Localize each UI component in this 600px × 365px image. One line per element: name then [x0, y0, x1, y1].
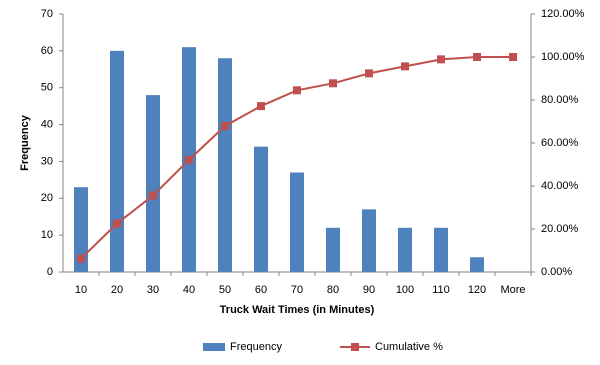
- line-marker: [257, 102, 265, 111]
- y-tick-label: 60: [41, 45, 53, 57]
- x-tick-label: More: [500, 284, 525, 296]
- y-tick-label: 70: [41, 8, 53, 20]
- bar: [470, 257, 484, 272]
- legend-swatch: [203, 343, 225, 351]
- line-marker: [77, 254, 85, 263]
- x-tick-label: 50: [219, 284, 231, 296]
- bar: [146, 95, 160, 272]
- x-tick-label: 30: [147, 284, 159, 296]
- bar: [74, 187, 88, 272]
- x-tick-label: 40: [183, 284, 195, 296]
- line-marker: [401, 62, 409, 71]
- bar: [398, 227, 412, 272]
- bar: [326, 227, 340, 272]
- x-tick-label: 70: [291, 284, 303, 296]
- line-marker: [329, 79, 337, 88]
- bar: [218, 58, 232, 272]
- y2-tick-label: 0.00%: [541, 266, 572, 278]
- x-tick-label: 10: [75, 284, 87, 296]
- line-marker: [221, 121, 229, 130]
- x-tick-label: 60: [255, 284, 267, 296]
- bar: [254, 146, 268, 272]
- x-tick-label: 20: [111, 284, 123, 296]
- legend-label: Cumulative %: [375, 341, 443, 353]
- bar: [110, 50, 124, 272]
- line-marker: [149, 191, 157, 200]
- y-tick-label: 50: [41, 82, 53, 94]
- y-tick-label: 30: [41, 155, 53, 167]
- y-tick-label: 40: [41, 118, 53, 130]
- y2-tick-label: 60.00%: [541, 137, 579, 149]
- y2-tick-label: 120.00%: [541, 8, 585, 20]
- line-marker: [437, 55, 445, 64]
- line-marker: [509, 53, 517, 61]
- y-tick-label: 0: [47, 266, 53, 278]
- y-tick-label: 20: [41, 192, 53, 204]
- line-marker: [293, 86, 301, 95]
- bar: [434, 227, 448, 272]
- legend-swatch: [351, 343, 359, 351]
- x-tick-label: 120: [468, 284, 486, 296]
- y2-tick-label: 20.00%: [541, 223, 579, 235]
- x-tick-label: 90: [363, 284, 375, 296]
- line-marker: [185, 155, 193, 164]
- x-tick-label: 110: [432, 284, 450, 296]
- y2-tick-label: 40.00%: [541, 180, 579, 192]
- line-marker: [113, 219, 121, 228]
- y2-tick-label: 100.00%: [541, 51, 585, 63]
- bar: [362, 209, 376, 272]
- x-tick-label: 80: [327, 284, 339, 296]
- y-tick-label: 10: [41, 229, 53, 241]
- line-marker: [473, 53, 481, 61]
- line-marker: [365, 69, 373, 78]
- y2-tick-label: 80.00%: [541, 94, 579, 106]
- y-axis-title: Frequency: [19, 114, 31, 171]
- x-axis-title: Truck Wait Times (in Minutes): [220, 304, 375, 316]
- x-tick-label: 100: [396, 284, 414, 296]
- bar: [290, 172, 304, 272]
- legend-label: Frequency: [230, 341, 282, 353]
